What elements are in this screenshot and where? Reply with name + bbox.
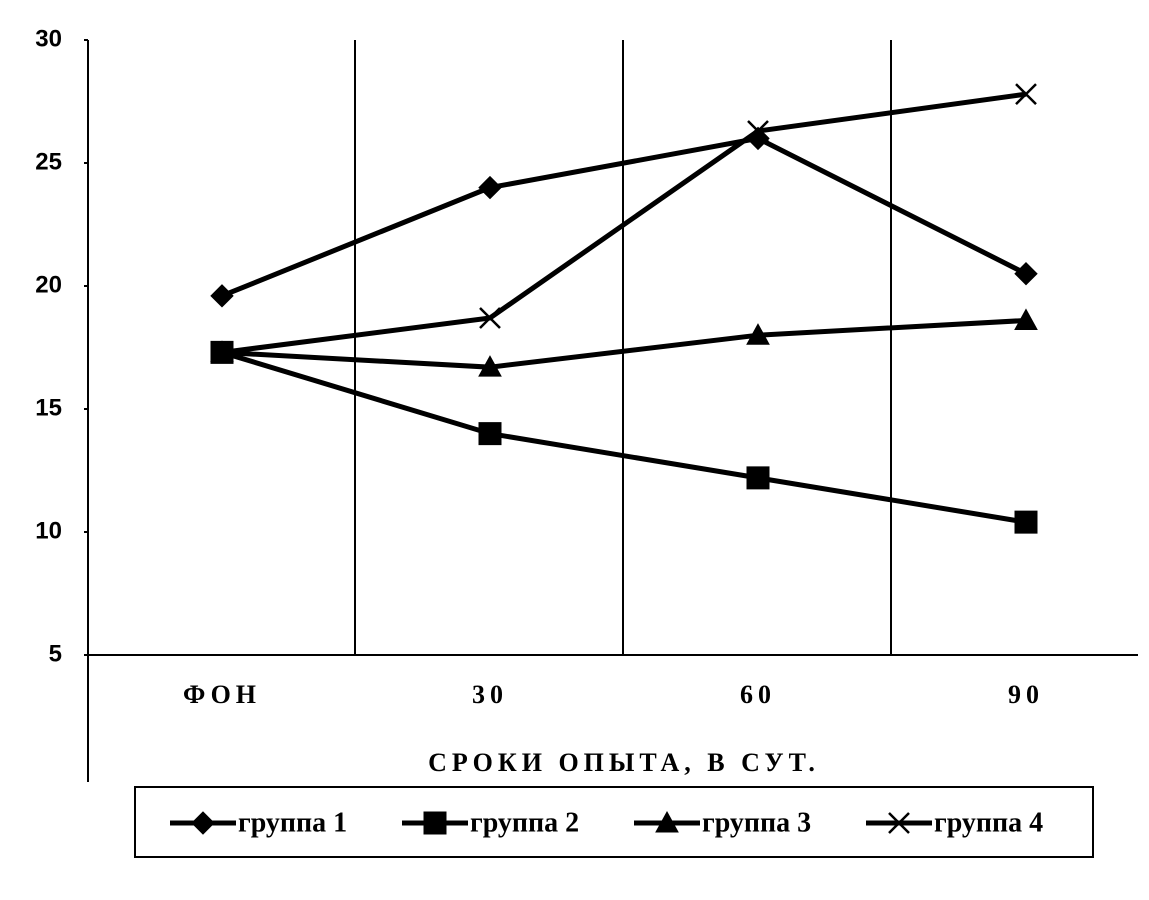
legend-label: группа 1 bbox=[238, 807, 347, 838]
y-tick-label: 5 bbox=[49, 640, 62, 667]
marker bbox=[478, 175, 502, 200]
series-line bbox=[221, 350, 1027, 525]
marker bbox=[746, 466, 770, 490]
series-line bbox=[221, 317, 1027, 370]
marker bbox=[746, 323, 770, 345]
marker bbox=[211, 341, 233, 364]
marker bbox=[1014, 308, 1038, 330]
marker bbox=[478, 422, 502, 446]
y-tick-label: 30 bbox=[35, 25, 62, 52]
series-line bbox=[221, 135, 1028, 299]
y-tick-label: 15 bbox=[35, 394, 62, 421]
legend-marker bbox=[191, 811, 215, 835]
legend-label: группа 4 bbox=[934, 807, 1043, 838]
marker bbox=[1015, 83, 1037, 106]
x-axis-title: СРОКИ ОПЫТА, В СУТ. bbox=[428, 748, 820, 777]
x-tick-label: 60 bbox=[740, 680, 776, 709]
legend-marker bbox=[423, 811, 447, 835]
marker bbox=[747, 120, 769, 142]
y-tick-label: 10 bbox=[35, 517, 62, 544]
marker bbox=[1014, 510, 1038, 534]
series-line bbox=[221, 91, 1027, 355]
x-tick-label: 90 bbox=[1008, 680, 1044, 709]
legend-marker bbox=[888, 812, 910, 834]
y-tick-label: 25 bbox=[35, 148, 62, 175]
legend-label: группа 2 bbox=[470, 807, 579, 838]
y-tick-label: 20 bbox=[35, 271, 62, 298]
legend-box bbox=[134, 786, 1094, 858]
legend-label: группа 3 bbox=[702, 807, 811, 838]
legend-marker bbox=[655, 810, 679, 833]
marker bbox=[478, 355, 502, 377]
marker bbox=[210, 284, 234, 308]
marker bbox=[479, 307, 501, 329]
marker bbox=[1014, 261, 1038, 286]
x-tick-label: 30 bbox=[472, 680, 508, 709]
x-tick-label: ФОН bbox=[183, 680, 261, 709]
